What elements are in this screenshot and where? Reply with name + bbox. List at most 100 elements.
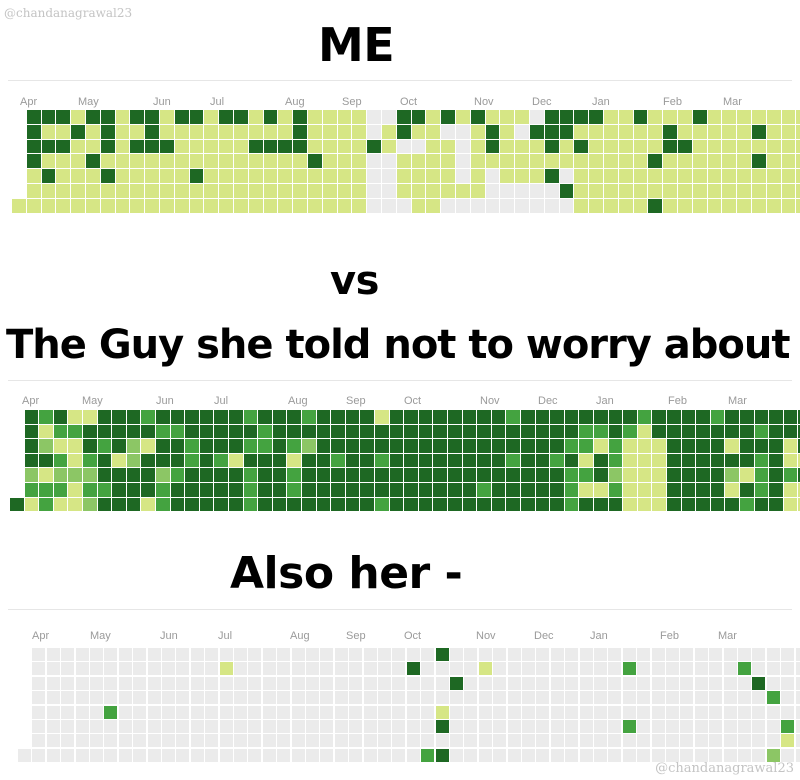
contribution-cell — [68, 483, 83, 497]
contribution-cell — [493, 720, 507, 734]
contribution-cell — [464, 648, 478, 662]
contribution-cell — [723, 676, 737, 690]
contribution-cell — [478, 662, 492, 676]
contribution-cell — [115, 139, 130, 154]
contribution-cell — [277, 734, 291, 748]
contribution-cell — [308, 124, 322, 139]
contribution-cell — [477, 453, 491, 468]
contribution-cell — [293, 198, 308, 213]
contribution-cell — [769, 483, 783, 497]
contribution-cell — [141, 453, 156, 468]
contribution-cell — [781, 720, 795, 734]
contribution-cell — [331, 468, 345, 483]
contribution-cell — [426, 154, 441, 169]
contribution-cell — [375, 483, 389, 497]
contribution-cell — [389, 439, 404, 453]
contribution-cell — [781, 648, 795, 662]
contribution-cell — [565, 734, 579, 748]
month-label-may: May — [82, 395, 103, 407]
contribution-cell — [162, 691, 176, 705]
contribution-cell — [696, 453, 710, 468]
month-label-may: May — [78, 96, 99, 108]
contribution-cell — [464, 662, 478, 676]
contribution-cell — [39, 468, 53, 483]
contribution-cell — [263, 169, 278, 184]
contribution-cell — [352, 169, 367, 184]
contribution-cell — [692, 124, 707, 139]
contribution-cell — [83, 483, 97, 497]
contribution-cell — [550, 410, 564, 424]
month-label-apr: Apr — [20, 96, 38, 108]
contribution-cell — [133, 676, 147, 690]
contribution-cell — [678, 139, 692, 154]
contribution-cell — [565, 705, 579, 719]
contribution-cell — [680, 691, 694, 705]
contribution-cell — [41, 184, 56, 198]
contribution-cell — [205, 691, 219, 705]
contribution-cell — [263, 198, 278, 213]
month-label-jul: Jul — [214, 395, 229, 407]
contribution-cell — [651, 662, 665, 676]
contribution-cell — [112, 453, 126, 468]
contribution-cell — [104, 748, 118, 762]
month-label-dec: Dec — [534, 630, 554, 642]
contribution-cell — [41, 124, 56, 139]
contribution-cell — [448, 439, 462, 453]
contribution-cell — [126, 424, 141, 439]
contribution-cell — [623, 439, 637, 453]
contribution-cell — [86, 124, 100, 139]
contribution-cell — [707, 110, 722, 124]
contribution-cell — [652, 468, 667, 483]
contribution-cell — [783, 468, 798, 483]
contribution-cell — [680, 748, 694, 762]
contribution-cell — [478, 748, 492, 762]
contribution-cell — [550, 453, 564, 468]
contribution-cell — [234, 691, 248, 705]
contribution-cell — [130, 184, 145, 198]
contribution-cell — [707, 184, 722, 198]
contribution-cell — [421, 705, 435, 719]
contribution-cell — [277, 676, 291, 690]
contribution-cell — [24, 439, 39, 453]
contribution-cell — [26, 198, 41, 213]
contribution-cell — [536, 676, 550, 690]
contribution-cell — [345, 410, 360, 424]
contribution-cell — [90, 648, 104, 662]
contribution-cell — [147, 662, 161, 676]
contribution-cell — [214, 468, 229, 483]
contribution-cell — [360, 483, 375, 497]
contribution-cell — [594, 483, 608, 497]
contribution-cell — [680, 648, 694, 662]
contribution-cell — [737, 154, 752, 169]
month-label-mar: Mar — [728, 395, 747, 407]
contribution-cell — [219, 648, 233, 662]
contribution-cell — [190, 662, 204, 676]
contribution-cell — [491, 497, 506, 512]
contribution-cell — [411, 184, 426, 198]
contribution-cell — [485, 110, 500, 124]
contribution-cell — [491, 468, 506, 483]
contribution-cell — [681, 483, 696, 497]
contribution-cell — [392, 648, 406, 662]
contribution-cell — [272, 439, 287, 453]
contribution-cell — [550, 676, 564, 690]
month-label-nov: Nov — [474, 96, 494, 108]
contribution-cell — [618, 139, 633, 154]
contribution-cell — [291, 676, 305, 690]
contribution-cell — [752, 139, 766, 154]
contribution-cell — [190, 720, 204, 734]
contribution-cell — [147, 691, 161, 705]
contribution-cell — [71, 198, 86, 213]
contribution-cell — [112, 497, 126, 512]
contribution-cell — [248, 662, 262, 676]
contribution-cell — [622, 734, 636, 748]
contribution-cell — [404, 483, 418, 497]
contribution-cell — [115, 184, 130, 198]
contribution-cell — [145, 198, 160, 213]
contribution-cell — [156, 424, 170, 439]
contribution-cell — [667, 439, 681, 453]
contribution-cell — [608, 720, 622, 734]
contribution-cell — [579, 748, 593, 762]
month-label-aug: Aug — [290, 630, 310, 642]
contribution-cell — [667, 497, 681, 512]
